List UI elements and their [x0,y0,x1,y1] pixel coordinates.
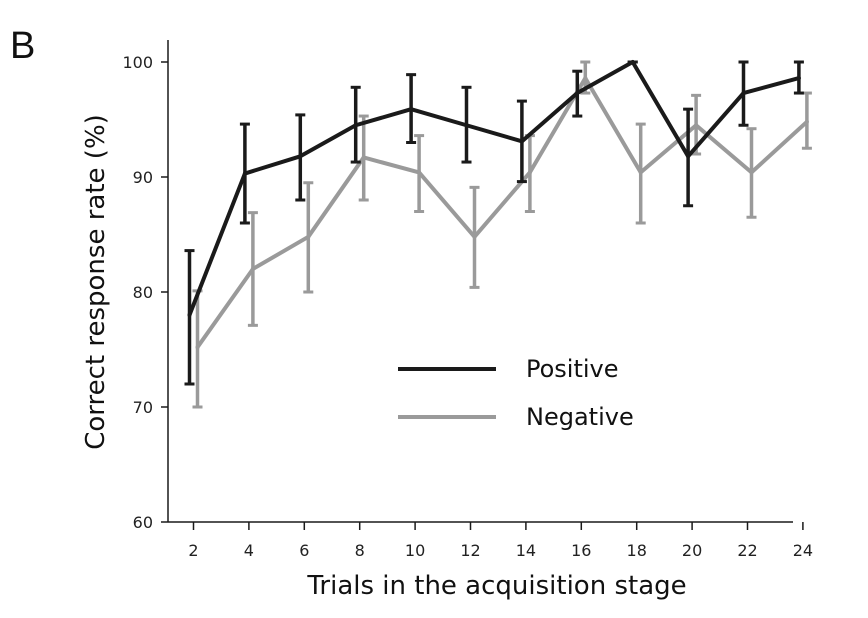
y-ticks: 60 70 80 90 100 [122,53,168,532]
series-negative [192,60,812,409]
data-point [417,170,422,175]
data-point [298,154,303,159]
data-point [242,171,247,176]
data-point [409,107,414,112]
x-axis-title: Trials in the acquisition stage [306,571,686,601]
data-point [187,313,192,317]
data-point [464,123,469,128]
data-point [638,170,643,175]
data-point [250,267,255,271]
data-point [796,76,801,81]
x-tick-label: 8 [355,541,365,560]
y-axis-title: Correct response rate (%) [81,114,111,450]
legend: Positive Negative [398,355,634,431]
data-point [195,345,200,350]
series-layer [184,60,812,409]
x-tick-label: 16 [571,541,591,560]
data-point [306,234,311,239]
y-tick-label: 80 [133,283,153,302]
x-tick-label: 12 [460,541,480,560]
legend-label-positive: Positive [526,355,619,383]
y-tick-label: 100 [122,53,153,72]
data-point [630,60,635,64]
data-point [583,76,588,81]
y-tick-label: 60 [133,513,153,532]
data-point [527,170,532,175]
legend-label-negative: Negative [526,403,634,431]
x-tick-label: 6 [299,541,309,560]
data-point [804,119,809,124]
series-positive [184,60,804,386]
x-tick-label: 22 [737,541,757,560]
data-point [353,123,358,128]
data-point [686,154,691,159]
x-tick-label: 18 [627,541,647,560]
x-tick-label: 4 [244,541,254,560]
data-point [694,123,699,128]
x-ticks: 2 4 6 8 10 12 14 16 18 20 22 24 [188,522,813,560]
y-tick-label: 70 [133,398,153,417]
x-tick-label: 10 [405,541,425,560]
x-tick-label: 20 [682,541,702,560]
x-tick-label: 14 [516,541,536,560]
series-line-negative [195,76,809,349]
data-point [472,234,477,239]
data-point [361,155,366,160]
series-line-positive [187,60,800,316]
x-tick-label: 24 [793,541,813,560]
data-point [741,91,746,96]
data-point [575,91,580,96]
y-tick-label: 90 [133,168,153,187]
panel-label: B [10,25,35,67]
data-point [749,170,754,175]
x-tick-label: 2 [188,541,198,560]
data-point [519,139,524,144]
